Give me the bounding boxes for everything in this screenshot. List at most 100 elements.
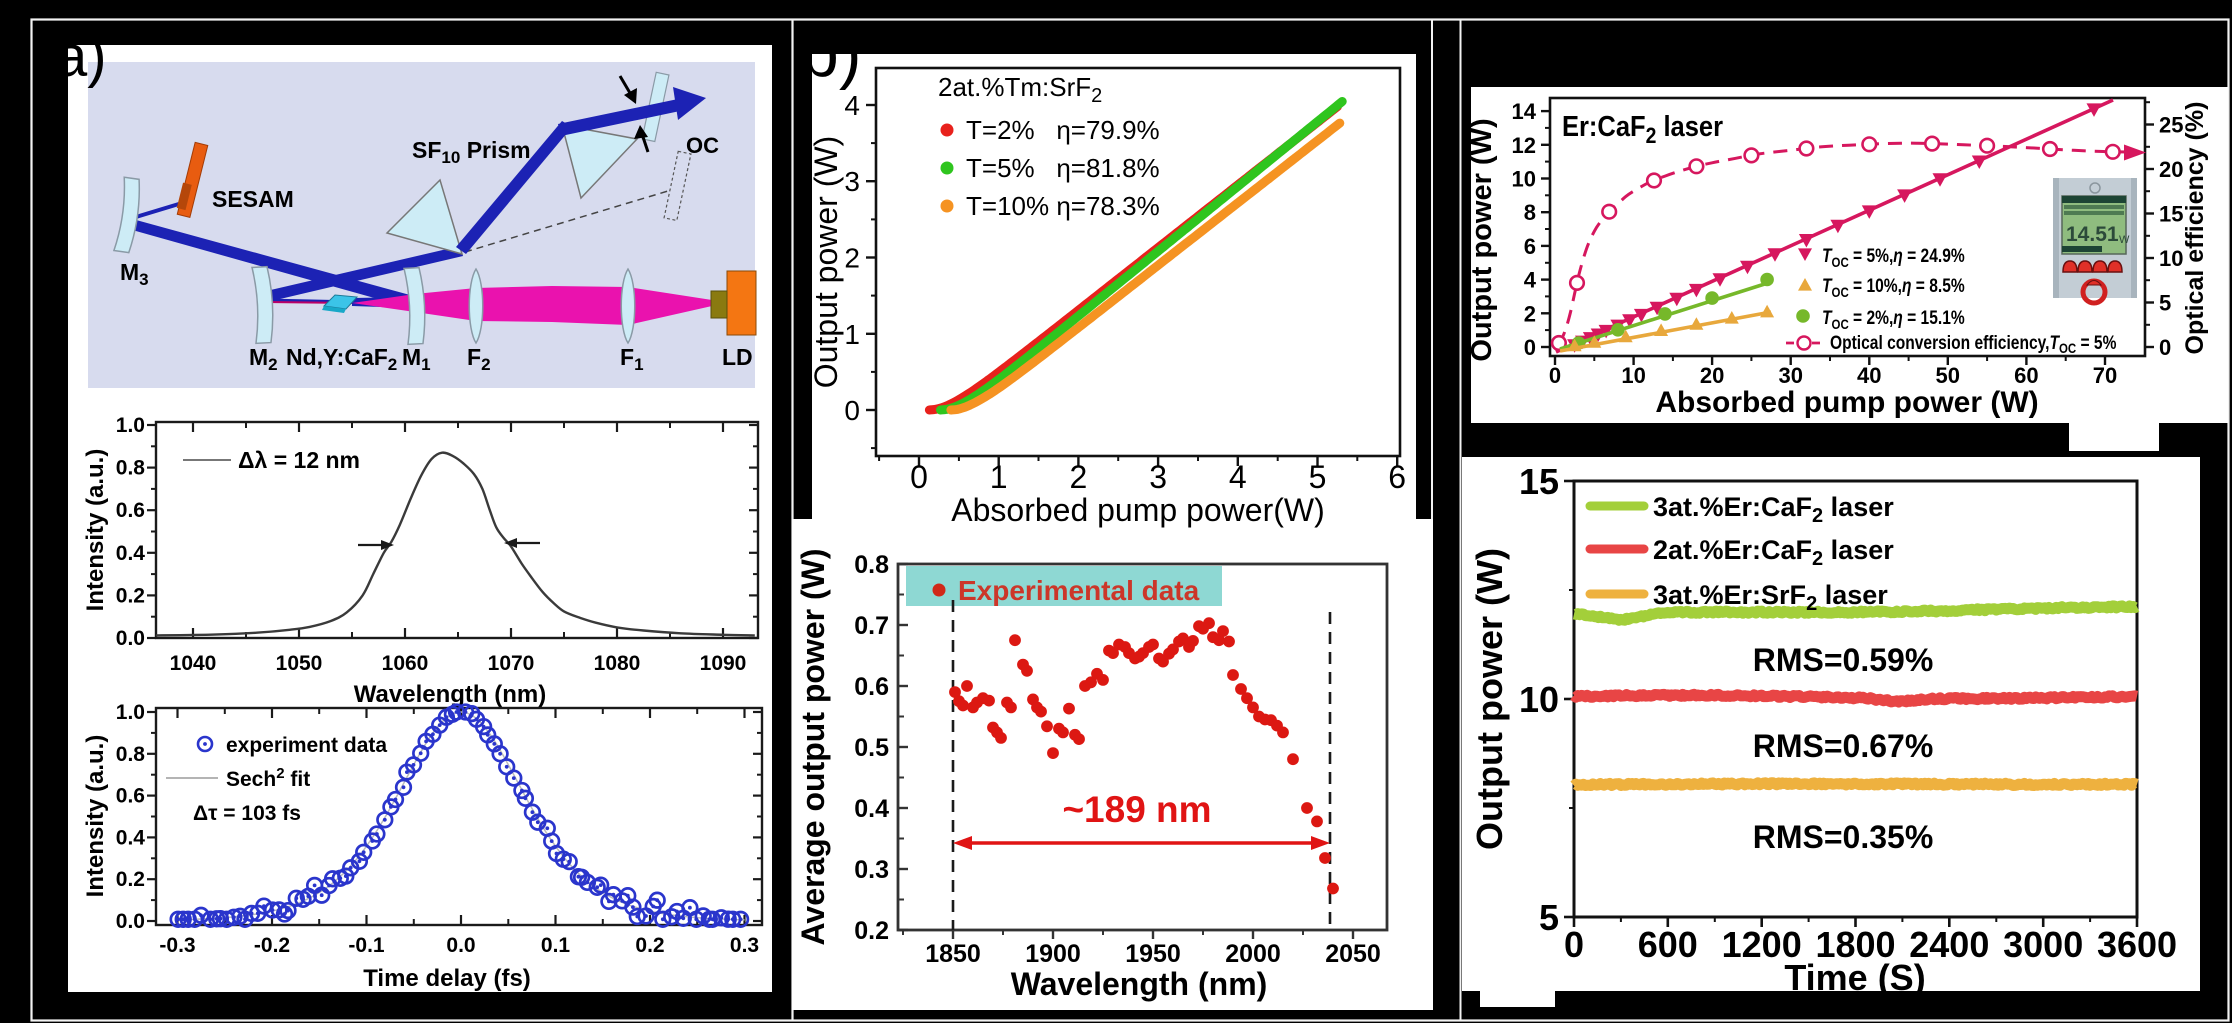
svg-text:Output power (W): Output power (W): [1469, 548, 1510, 850]
svg-text:~189 nm: ~189 nm: [1062, 789, 1211, 830]
svg-text:5: 5: [1309, 459, 1327, 495]
svg-text:3at.%Er:CaF2 laser: 3at.%Er:CaF2 laser: [1653, 492, 1894, 527]
svg-text:Absorbed pump power(W): Absorbed pump power(W): [951, 492, 1324, 528]
svg-text:0.6: 0.6: [854, 673, 889, 701]
svg-text:14.51: 14.51: [2066, 223, 2119, 246]
svg-text:Absorbed pump power (W): Absorbed pump power (W): [1655, 386, 2038, 419]
svg-text:20: 20: [1700, 363, 1724, 388]
svg-text:1060: 1060: [382, 652, 429, 675]
svg-text:Time (S): Time (S): [1784, 957, 1925, 998]
svg-text:1200: 1200: [1722, 924, 1802, 965]
svg-text:0: 0: [1564, 924, 1584, 965]
svg-text:2: 2: [1070, 459, 1088, 495]
svg-text:0.0: 0.0: [116, 627, 145, 650]
svg-text:1850: 1850: [925, 940, 981, 968]
svg-text:RMS=0.35%: RMS=0.35%: [1753, 819, 1934, 855]
svg-text:0.2: 0.2: [116, 868, 145, 891]
svg-text:2: 2: [844, 243, 860, 274]
svg-text:0.5: 0.5: [854, 734, 889, 762]
svg-text:6: 6: [1524, 234, 1536, 259]
svg-text:Average output power (W): Average output power (W): [795, 548, 831, 945]
svg-text:8: 8: [1524, 200, 1536, 225]
svg-text:2000: 2000: [1225, 940, 1281, 968]
svg-text:LD: LD: [722, 344, 753, 370]
svg-text:2050: 2050: [1325, 940, 1381, 968]
svg-text:2: 2: [1524, 301, 1536, 326]
svg-text:0.6: 0.6: [116, 785, 145, 808]
svg-text:Δλ = 12 nm: Δλ = 12 nm: [238, 447, 360, 473]
svg-text:600: 600: [1638, 924, 1698, 965]
svg-text:Sech2 fit: Sech2 fit: [226, 765, 310, 791]
svg-text:2at.%Er:CaF2 laser: 2at.%Er:CaF2 laser: [1653, 535, 1894, 570]
svg-text:0.8: 0.8: [116, 743, 146, 766]
svg-text:3: 3: [1149, 459, 1167, 495]
svg-text:-0.1: -0.1: [348, 934, 385, 957]
svg-text:1.0: 1.0: [116, 701, 145, 724]
svg-text:Experimental data: Experimental data: [958, 575, 1200, 606]
svg-text:0.2: 0.2: [116, 584, 145, 607]
svg-text:3000: 3000: [2003, 924, 2083, 965]
svg-text:30: 30: [1778, 363, 1802, 388]
svg-text:3600: 3600: [2097, 924, 2177, 965]
svg-text:10: 10: [1621, 363, 1645, 388]
svg-text:Wavelength (nm): Wavelength (nm): [354, 681, 546, 708]
svg-text:2at.%Tm:SrF2: 2at.%Tm:SrF2: [938, 72, 1102, 107]
svg-text:6: 6: [1388, 459, 1406, 495]
svg-text:70: 70: [2093, 363, 2117, 388]
svg-text:0.2: 0.2: [854, 917, 889, 945]
svg-text:TOC = 10%,η = 8.5%: TOC = 10%,η = 8.5%: [1822, 275, 1965, 301]
svg-text:15: 15: [1519, 461, 1559, 502]
svg-text:0.0: 0.0: [116, 910, 145, 933]
svg-text:3: 3: [844, 166, 860, 197]
svg-text:1090: 1090: [700, 652, 747, 675]
svg-text:0: 0: [844, 395, 860, 426]
svg-text:-0.3: -0.3: [159, 934, 195, 957]
svg-text:Wavelength (nm): Wavelength (nm): [1011, 966, 1268, 1002]
svg-text:5: 5: [2159, 291, 2171, 316]
svg-text:0.3: 0.3: [730, 934, 759, 957]
svg-text:1050: 1050: [276, 652, 323, 675]
svg-text:20: 20: [2159, 157, 2183, 182]
svg-text:T=5% η=81.8%: T=5% η=81.8%: [966, 153, 1160, 183]
svg-text:12: 12: [1512, 133, 1536, 158]
svg-text:Optical efficiency (%): Optical efficiency (%): [2181, 102, 2209, 355]
svg-text:40: 40: [1857, 363, 1881, 388]
svg-text:0.4: 0.4: [116, 542, 146, 565]
svg-text:TOC = 2%,η = 15.1%: TOC = 2%,η = 15.1%: [1822, 307, 1965, 333]
svg-text:2400: 2400: [1909, 924, 1989, 965]
svg-text:10: 10: [1519, 679, 1559, 720]
svg-text:OC: OC: [686, 133, 719, 158]
svg-text:Time delay (fs): Time delay (fs): [363, 965, 531, 992]
svg-text:0.6: 0.6: [116, 499, 145, 522]
svg-text:1950: 1950: [1125, 940, 1181, 968]
svg-text:25: 25: [2159, 113, 2183, 138]
svg-text:Intensity (a.u.): Intensity (a.u.): [82, 449, 109, 612]
svg-text:Output power (W): Output power (W): [1466, 118, 1498, 361]
svg-text:0: 0: [910, 459, 928, 495]
svg-text:0.8: 0.8: [854, 551, 889, 579]
svg-text:1070: 1070: [488, 652, 535, 675]
svg-text:1900: 1900: [1025, 940, 1081, 968]
svg-text:SF10 Prism: SF10 Prism: [412, 137, 531, 167]
svg-text:Nd,Y:CaF2: Nd,Y:CaF2: [286, 344, 397, 374]
svg-text:Δτ = 103 fs: Δτ = 103 fs: [193, 802, 301, 825]
svg-text:a): a): [55, 24, 107, 89]
svg-text:1040: 1040: [170, 652, 217, 675]
svg-text:Intensity (a.u.): Intensity (a.u.): [82, 735, 109, 898]
svg-text:0.2: 0.2: [635, 934, 664, 957]
svg-text:0: 0: [2159, 335, 2171, 360]
svg-text:10: 10: [2159, 246, 2183, 271]
svg-text:RMS=0.67%: RMS=0.67%: [1753, 728, 1934, 764]
svg-text:0.7: 0.7: [854, 612, 889, 640]
svg-text:60: 60: [2014, 363, 2038, 388]
svg-text:15: 15: [2159, 202, 2183, 227]
svg-text:5: 5: [1539, 897, 1559, 938]
svg-text:1800: 1800: [1815, 924, 1895, 965]
svg-text:SESAM: SESAM: [212, 186, 294, 212]
svg-text:1: 1: [844, 319, 860, 350]
svg-text:0: 0: [1524, 335, 1536, 360]
svg-text:TOC = 5%,η = 24.9%: TOC = 5%,η = 24.9%: [1822, 245, 1965, 271]
svg-text:0.0: 0.0: [446, 934, 475, 957]
svg-text:Er:CaF2 laser: Er:CaF2 laser: [1562, 109, 1723, 148]
svg-text:4: 4: [1229, 459, 1247, 495]
